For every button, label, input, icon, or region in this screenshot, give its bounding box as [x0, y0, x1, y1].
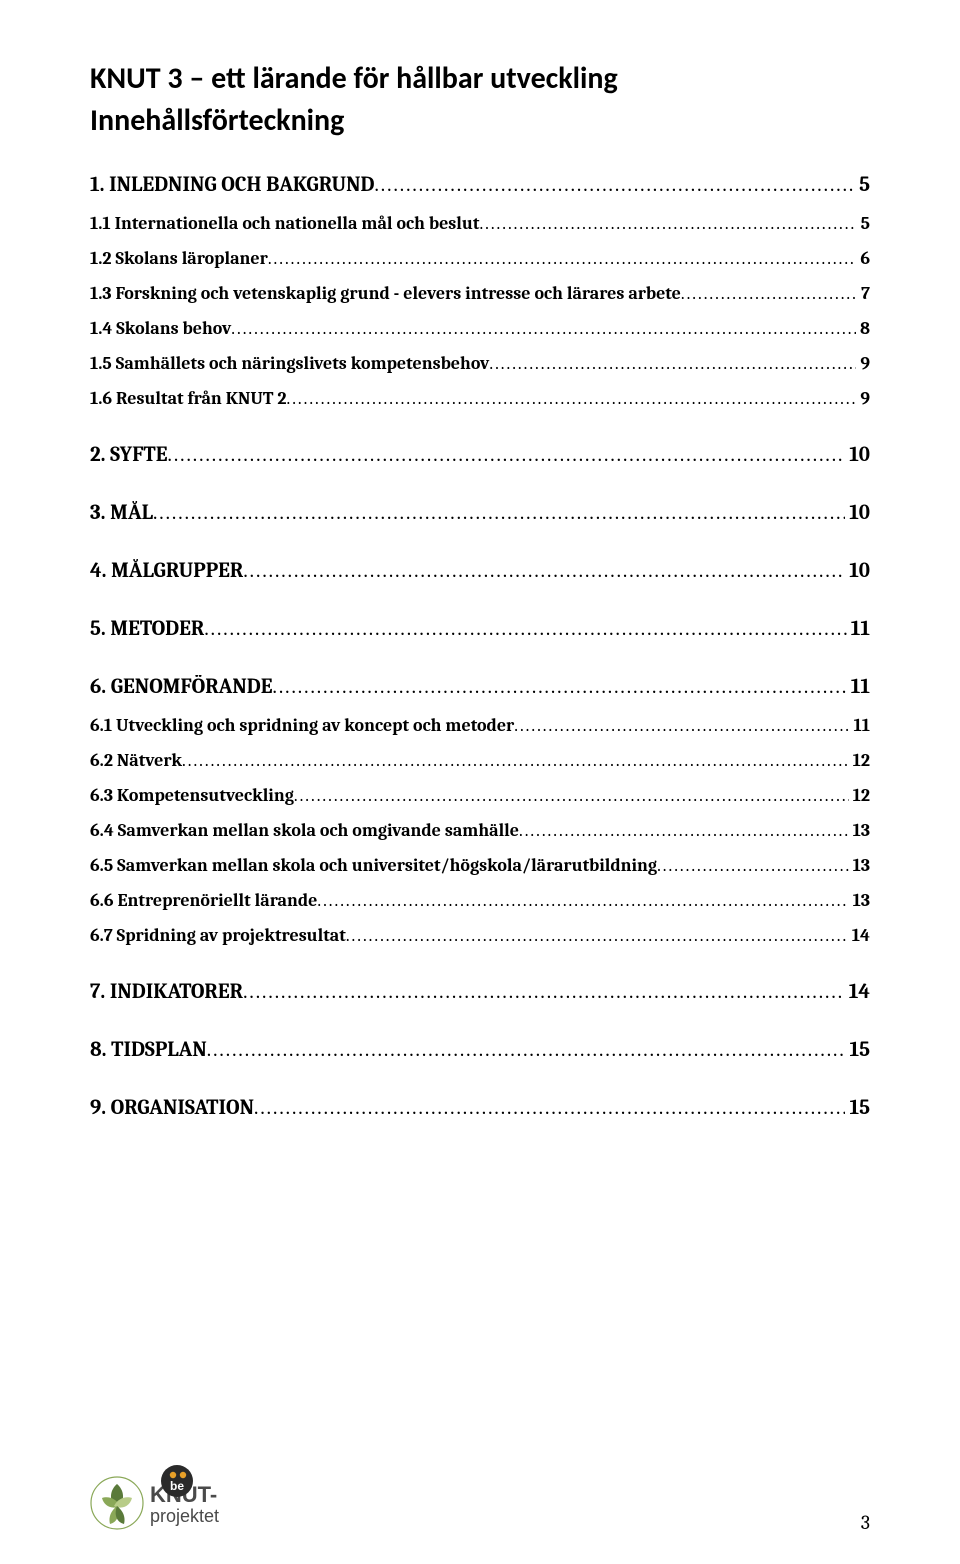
toc-entry: 6.6 Entreprenöriellt lärande 13 — [90, 890, 870, 911]
toc-entry: 8. TIDSPLAN 15 — [90, 1038, 870, 1062]
toc-entry: 6.1 Utveckling och spridning av koncept … — [90, 715, 870, 736]
toc-entry-label: 8. TIDSPLAN — [90, 1038, 207, 1062]
toc-entry: 1. INLEDNING OCH BAKGRUND 5 — [90, 173, 870, 197]
toc-dot-leader — [519, 820, 849, 841]
toc-entry: 1.4 Skolans behov 8 — [90, 318, 870, 339]
toc-dot-leader — [207, 1038, 846, 1062]
toc-entry: 1.1 Internationella och nationella mål o… — [90, 213, 870, 234]
toc-dot-leader — [204, 617, 846, 641]
toc-entry-page: 14 — [845, 980, 870, 1004]
toc-entry: 1.3 Forskning och vetenskaplig grund - e… — [90, 283, 870, 304]
toc-dot-leader — [182, 750, 849, 771]
toc-entry-page: 7 — [857, 283, 870, 304]
document-title: KNUT 3 – ett lärande för hållbar utveckl… — [90, 60, 870, 98]
toc-dot-leader — [489, 353, 856, 374]
toc-dot-leader — [317, 890, 848, 911]
toc-entry-page: 9 — [856, 353, 870, 374]
toc-entry-label: 1.2 Skolans läroplaner — [90, 248, 268, 269]
toc-entry-page: 10 — [845, 501, 870, 525]
toc-entry: 7. INDIKATORER 14 — [90, 980, 870, 1004]
toc-dot-leader — [287, 388, 857, 409]
toc-entry-label: 3. MÅL — [90, 501, 153, 525]
toc-entry-page: 6 — [856, 248, 870, 269]
toc-entry-page: 14 — [848, 925, 870, 946]
toc-dot-leader — [231, 318, 856, 339]
footer-logos: KNUT- projektet be — [90, 1476, 260, 1534]
toc-entry-page: 11 — [847, 617, 870, 641]
toc-entry: 1.6 Resultat från KNUT 2 9 — [90, 388, 870, 409]
toc-entry-page: 15 — [845, 1038, 870, 1062]
toc-entry: 3. MÅL 10 — [90, 501, 870, 525]
toc-dot-leader — [514, 715, 849, 736]
toc-entry-page: 11 — [850, 715, 871, 736]
toc-dot-leader — [273, 675, 847, 699]
toc-entry-label: 7. INDIKATORER — [90, 980, 243, 1004]
toc-entry-page: 13 — [849, 820, 870, 841]
toc-entry-label: 1.1 Internationella och nationella mål o… — [90, 213, 479, 234]
toc-entry-label: 2. SYFTE — [90, 443, 168, 467]
toc-entry-page: 12 — [849, 750, 870, 771]
toc-entry: 6. GENOMFÖRANDE 11 — [90, 675, 870, 699]
toc-entry: 9. ORGANISATION 15 — [90, 1096, 870, 1120]
toc-dot-leader — [168, 443, 846, 467]
toc-entry-page: 5 — [855, 173, 870, 197]
leaf-logo-icon — [90, 1476, 144, 1534]
toc-dot-leader — [243, 559, 845, 583]
toc-entry: 5. METODER 11 — [90, 617, 870, 641]
toc-entry-page: 12 — [849, 785, 870, 806]
toc-entry-page: 8 — [856, 318, 870, 339]
toc-entry-label: 6.2 Nätverk — [90, 750, 182, 771]
toc-entry-label: 6.6 Entreprenöriellt lärande — [90, 890, 317, 911]
toc-dot-leader — [268, 248, 856, 269]
toc-entry-page: 11 — [847, 675, 870, 699]
toc-entry-page: 13 — [849, 855, 870, 876]
toc-entry: 6.5 Samverkan mellan skola och universit… — [90, 855, 870, 876]
toc-dot-leader — [243, 980, 845, 1004]
toc-entry: 1.2 Skolans läroplaner 6 — [90, 248, 870, 269]
toc-entry-page: 13 — [849, 890, 870, 911]
toc-entry-page: 9 — [856, 388, 870, 409]
toc-entry-label: 6.7 Spridning av projektresultat — [90, 925, 346, 946]
toc-entry: 6.2 Nätverk 12 — [90, 750, 870, 771]
toc-entry-label: 6.3 Kompetensutveckling — [90, 785, 294, 806]
toc-entry-label: 5. METODER — [90, 617, 204, 641]
toc-dot-leader — [479, 213, 856, 234]
toc-dot-leader — [346, 925, 848, 946]
svg-text:be: be — [170, 1479, 184, 1493]
toc-dot-leader — [294, 785, 849, 806]
toc-entry-label: 1.4 Skolans behov — [90, 318, 231, 339]
toc-entry-label: 6.5 Samverkan mellan skola och universit… — [90, 855, 657, 876]
toc-dot-leader — [254, 1096, 845, 1120]
toc-entry: 2. SYFTE 10 — [90, 443, 870, 467]
svg-text:projektet: projektet — [150, 1506, 219, 1526]
toc-entry-label: 1.5 Samhällets och näringslivets kompete… — [90, 353, 489, 374]
toc-entry-page: 5 — [857, 213, 870, 234]
toc-entry-page: 10 — [845, 443, 870, 467]
toc-entry: 1.5 Samhällets och näringslivets kompete… — [90, 353, 870, 374]
toc-heading: Innehållsförteckning — [90, 102, 870, 139]
page-number: 3 — [861, 1511, 870, 1534]
toc-entry: 6.4 Samverkan mellan skola och omgivande… — [90, 820, 870, 841]
toc-entry-label: 6.1 Utveckling och spridning av koncept … — [90, 715, 514, 736]
page-footer: KNUT- projektet be 3 — [90, 1476, 870, 1534]
toc-entry: 4. MÅLGRUPPER 10 — [90, 559, 870, 583]
toc-entry-label: 6. GENOMFÖRANDE — [90, 675, 273, 699]
toc-entry-label: 1.6 Resultat från KNUT 2 — [90, 388, 287, 409]
toc-dot-leader — [374, 173, 855, 197]
toc-entry-label: 6.4 Samverkan mellan skola och omgivande… — [90, 820, 519, 841]
toc-entry-label: 4. MÅLGRUPPER — [90, 559, 243, 583]
toc-entry-page: 10 — [845, 559, 870, 583]
toc-entry-label: 9. ORGANISATION — [90, 1096, 254, 1120]
toc-entry-label: 1. INLEDNING OCH BAKGRUND — [90, 173, 374, 197]
table-of-contents: 1. INLEDNING OCH BAKGRUND 5 1.1 Internatio… — [90, 173, 870, 1120]
toc-entry: 6.7 Spridning av projektresultat 14 — [90, 925, 870, 946]
toc-dot-leader — [681, 283, 857, 304]
toc-entry-page: 15 — [845, 1096, 870, 1120]
toc-dot-leader — [153, 501, 845, 525]
toc-dot-leader — [657, 855, 849, 876]
toc-entry: 6.3 Kompetensutveckling 12 — [90, 785, 870, 806]
toc-entry-label: 1.3 Forskning och vetenskaplig grund - e… — [90, 283, 681, 304]
be-logo-icon: be — [160, 1464, 194, 1502]
